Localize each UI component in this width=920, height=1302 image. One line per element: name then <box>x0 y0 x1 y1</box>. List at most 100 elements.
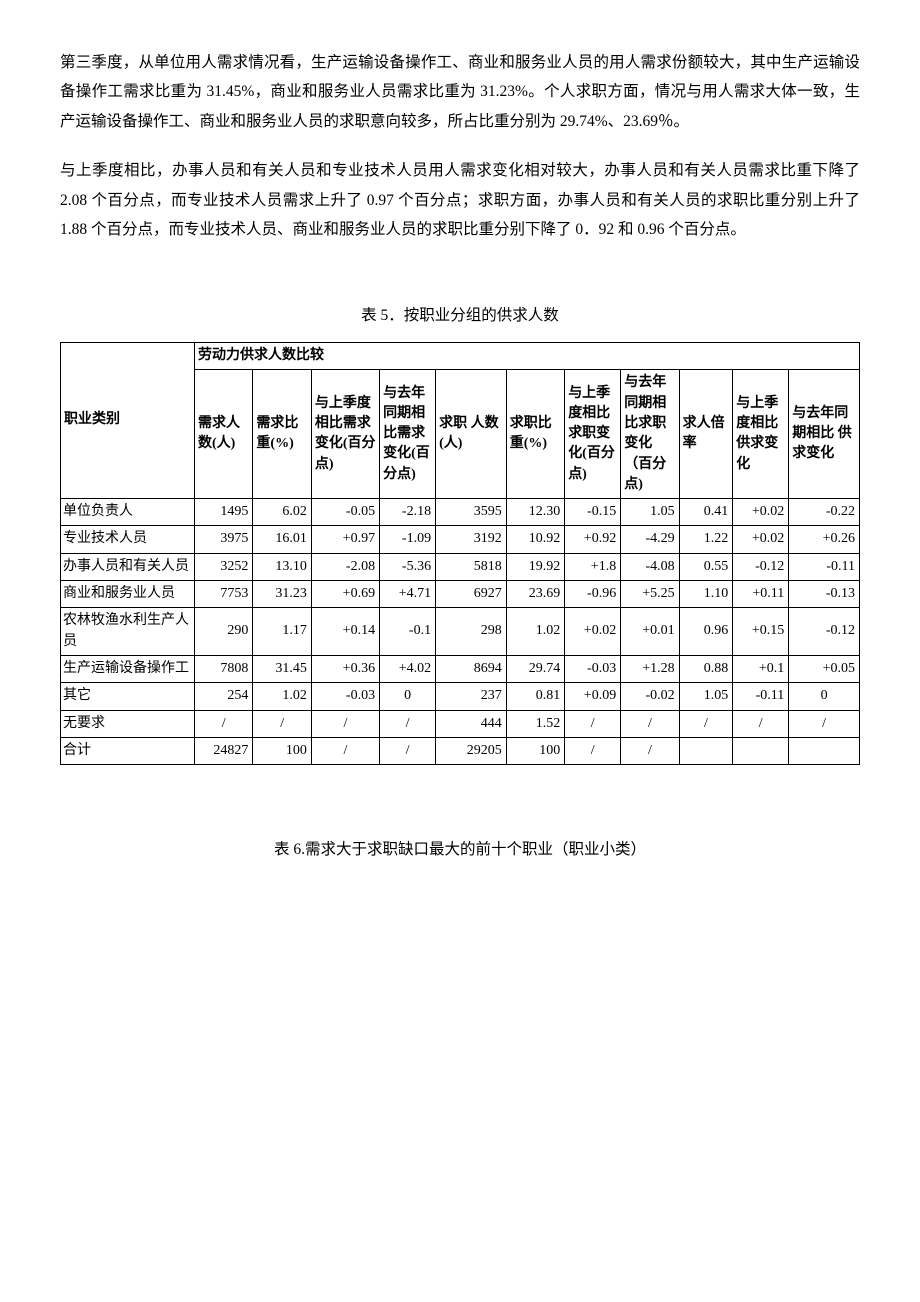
cell <box>789 737 860 764</box>
row-label: 农林牧渔水利生产人员 <box>61 608 195 656</box>
cell: 1.02 <box>253 683 311 710</box>
cell: 12.30 <box>506 499 564 526</box>
col-header-c5: 求职 人数(人) <box>436 370 507 499</box>
cell: 1495 <box>194 499 252 526</box>
cell: / <box>733 710 789 737</box>
cell: 6927 <box>436 581 507 608</box>
cell: 10.92 <box>506 526 564 553</box>
table5-body: 单位负责人14956.02-0.05-2.18359512.30-0.151.0… <box>61 499 860 765</box>
cell: 0 <box>380 683 436 710</box>
cell: 1.05 <box>621 499 679 526</box>
cell: / <box>621 737 679 764</box>
paragraph-2: 与上季度相比，办事人员和有关人员和专业技术人员用人需求变化相对较大，办事人员和有… <box>60 156 860 244</box>
cell: -0.12 <box>789 608 860 656</box>
cell: 19.92 <box>506 553 564 580</box>
cell: 29205 <box>436 737 507 764</box>
col-header-c8: 与去年同期相比求职变化（百分点) <box>621 370 679 499</box>
cell: 0.41 <box>679 499 733 526</box>
cell: +0.15 <box>733 608 789 656</box>
cell: 7753 <box>194 581 252 608</box>
cell: -0.12 <box>733 553 789 580</box>
cell: +0.97 <box>311 526 379 553</box>
cell: 1.10 <box>679 581 733 608</box>
table-row: 专业技术人员397516.01+0.97-1.09319210.92+0.92-… <box>61 526 860 553</box>
cell: 29.74 <box>506 655 564 682</box>
cell: / <box>565 737 621 764</box>
cell: 1.52 <box>506 710 564 737</box>
cell <box>733 737 789 764</box>
cell: 31.45 <box>253 655 311 682</box>
col-header-c10: 与上季 度相比供求变化 <box>733 370 789 499</box>
row-label: 无要求 <box>61 710 195 737</box>
cell: +1.8 <box>565 553 621 580</box>
cell: 23.69 <box>506 581 564 608</box>
cell: 13.10 <box>253 553 311 580</box>
cell: +0.1 <box>733 655 789 682</box>
cell: 5818 <box>436 553 507 580</box>
cell: 3192 <box>436 526 507 553</box>
cell: -0.11 <box>789 553 860 580</box>
cell: -1.09 <box>380 526 436 553</box>
cell: / <box>679 710 733 737</box>
row-label: 办事人员和有关人员 <box>61 553 195 580</box>
cell: 1.02 <box>506 608 564 656</box>
cell: -0.03 <box>565 655 621 682</box>
col-header-c1: 需求人数(人) <box>194 370 252 499</box>
cell: +0.05 <box>789 655 860 682</box>
table-row: 商业和服务业人员775331.23+0.69+4.71692723.69-0.9… <box>61 581 860 608</box>
cell: +0.02 <box>565 608 621 656</box>
col-header-c7: 与上季度相比求职变化(百分点) <box>565 370 621 499</box>
cell: 290 <box>194 608 252 656</box>
cell: / <box>380 737 436 764</box>
cell: +0.14 <box>311 608 379 656</box>
table-row: 生产运输设备操作工780831.45+0.36+4.02869429.74-0.… <box>61 655 860 682</box>
cell: +1.28 <box>621 655 679 682</box>
cell: +0.36 <box>311 655 379 682</box>
cell: 444 <box>436 710 507 737</box>
cell <box>679 737 733 764</box>
cell: 3595 <box>436 499 507 526</box>
col-header-c2: 需求比重(%) <box>253 370 311 499</box>
col-header-c4: 与去年同期相比需求变化(百分点) <box>380 370 436 499</box>
table-row: 单位负责人14956.02-0.05-2.18359512.30-0.151.0… <box>61 499 860 526</box>
cell: 100 <box>506 737 564 764</box>
cell: -2.08 <box>311 553 379 580</box>
cell: 237 <box>436 683 507 710</box>
cell: +0.02 <box>733 526 789 553</box>
table-row: 农林牧渔水利生产人员2901.17+0.14-0.12981.02+0.02+0… <box>61 608 860 656</box>
cell: -4.29 <box>621 526 679 553</box>
cell: / <box>311 710 379 737</box>
cell: 8694 <box>436 655 507 682</box>
cell: +0.26 <box>789 526 860 553</box>
row-label: 生产运输设备操作工 <box>61 655 195 682</box>
table6-caption: 表 6.需求大于求职缺口最大的前十个职业（职业小类） <box>60 835 860 864</box>
cell: +4.71 <box>380 581 436 608</box>
col-header-group: 劳动力供求人数比较 <box>194 343 859 370</box>
cell: / <box>380 710 436 737</box>
cell: / <box>621 710 679 737</box>
col-header-c3: 与上季度相比需求变化(百分点) <box>311 370 379 499</box>
cell: 100 <box>253 737 311 764</box>
row-label: 合计 <box>61 737 195 764</box>
cell: +0.11 <box>733 581 789 608</box>
cell: 0.81 <box>506 683 564 710</box>
col-header-c11: 与去年同期相比 供求变化 <box>789 370 860 499</box>
row-label: 专业技术人员 <box>61 526 195 553</box>
cell: -2.18 <box>380 499 436 526</box>
cell: / <box>194 710 252 737</box>
cell: +0.01 <box>621 608 679 656</box>
cell: +4.02 <box>380 655 436 682</box>
cell: 31.23 <box>253 581 311 608</box>
cell: -4.08 <box>621 553 679 580</box>
cell: 7808 <box>194 655 252 682</box>
cell: 16.01 <box>253 526 311 553</box>
paragraph-1: 第三季度，从单位用人需求情况看，生产运输设备操作工、商业和服务业人员的用人需求份… <box>60 48 860 136</box>
cell: +5.25 <box>621 581 679 608</box>
cell: 298 <box>436 608 507 656</box>
row-label: 其它 <box>61 683 195 710</box>
cell: -0.13 <box>789 581 860 608</box>
cell: 0.55 <box>679 553 733 580</box>
cell: 3252 <box>194 553 252 580</box>
cell: / <box>253 710 311 737</box>
cell: -0.03 <box>311 683 379 710</box>
